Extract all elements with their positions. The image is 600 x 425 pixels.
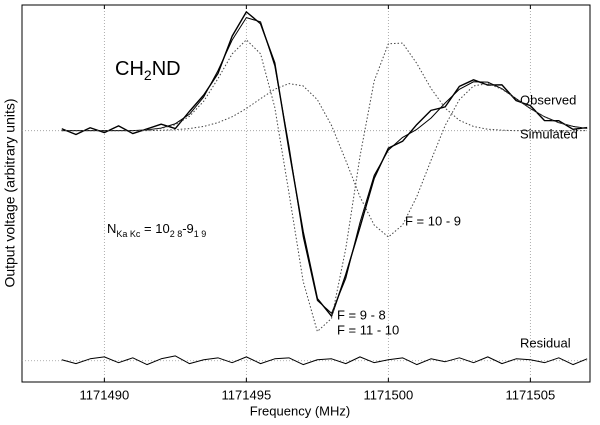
series-label: F = 10 - 9 [405, 213, 461, 228]
molecule-part: CH [115, 58, 144, 80]
x-axis-label: Frequency (MHz) [250, 403, 350, 418]
quantum-subscript: Ka Kc [116, 229, 141, 239]
x-tick-label: 1171495 [222, 387, 272, 402]
series-label: Observed [520, 92, 576, 107]
quantum-subscript: 1 9 [194, 229, 207, 239]
series-label: Residual [520, 335, 571, 350]
series-label: F = 11 - 10 [337, 322, 399, 337]
quantum-part: N [107, 221, 116, 236]
molecule-label: CH2ND [115, 58, 181, 82]
series-line [61, 355, 588, 366]
y-axis-label: Output voltage (arbitrary units) [2, 98, 18, 287]
molecule-part: ND [152, 58, 181, 80]
series-label: Simulated [520, 126, 578, 141]
molecule-subscript: 2 [144, 67, 152, 83]
quantum-label: NKa Kc = 102 8-91 9 [107, 221, 206, 239]
quantum-part: = 10 [140, 221, 169, 236]
x-tick-label: 1171490 [80, 387, 130, 402]
x-tick-label: 1171500 [364, 387, 414, 402]
plot-frame [21, 4, 591, 383]
series-line [61, 83, 588, 238]
series-label: F = 9 - 8 [337, 307, 386, 322]
quantum-part: -9 [182, 221, 194, 236]
quantum-subscript: 2 8 [170, 229, 183, 239]
series-line [61, 39, 588, 333]
x-tick-label: 1171505 [506, 387, 556, 402]
